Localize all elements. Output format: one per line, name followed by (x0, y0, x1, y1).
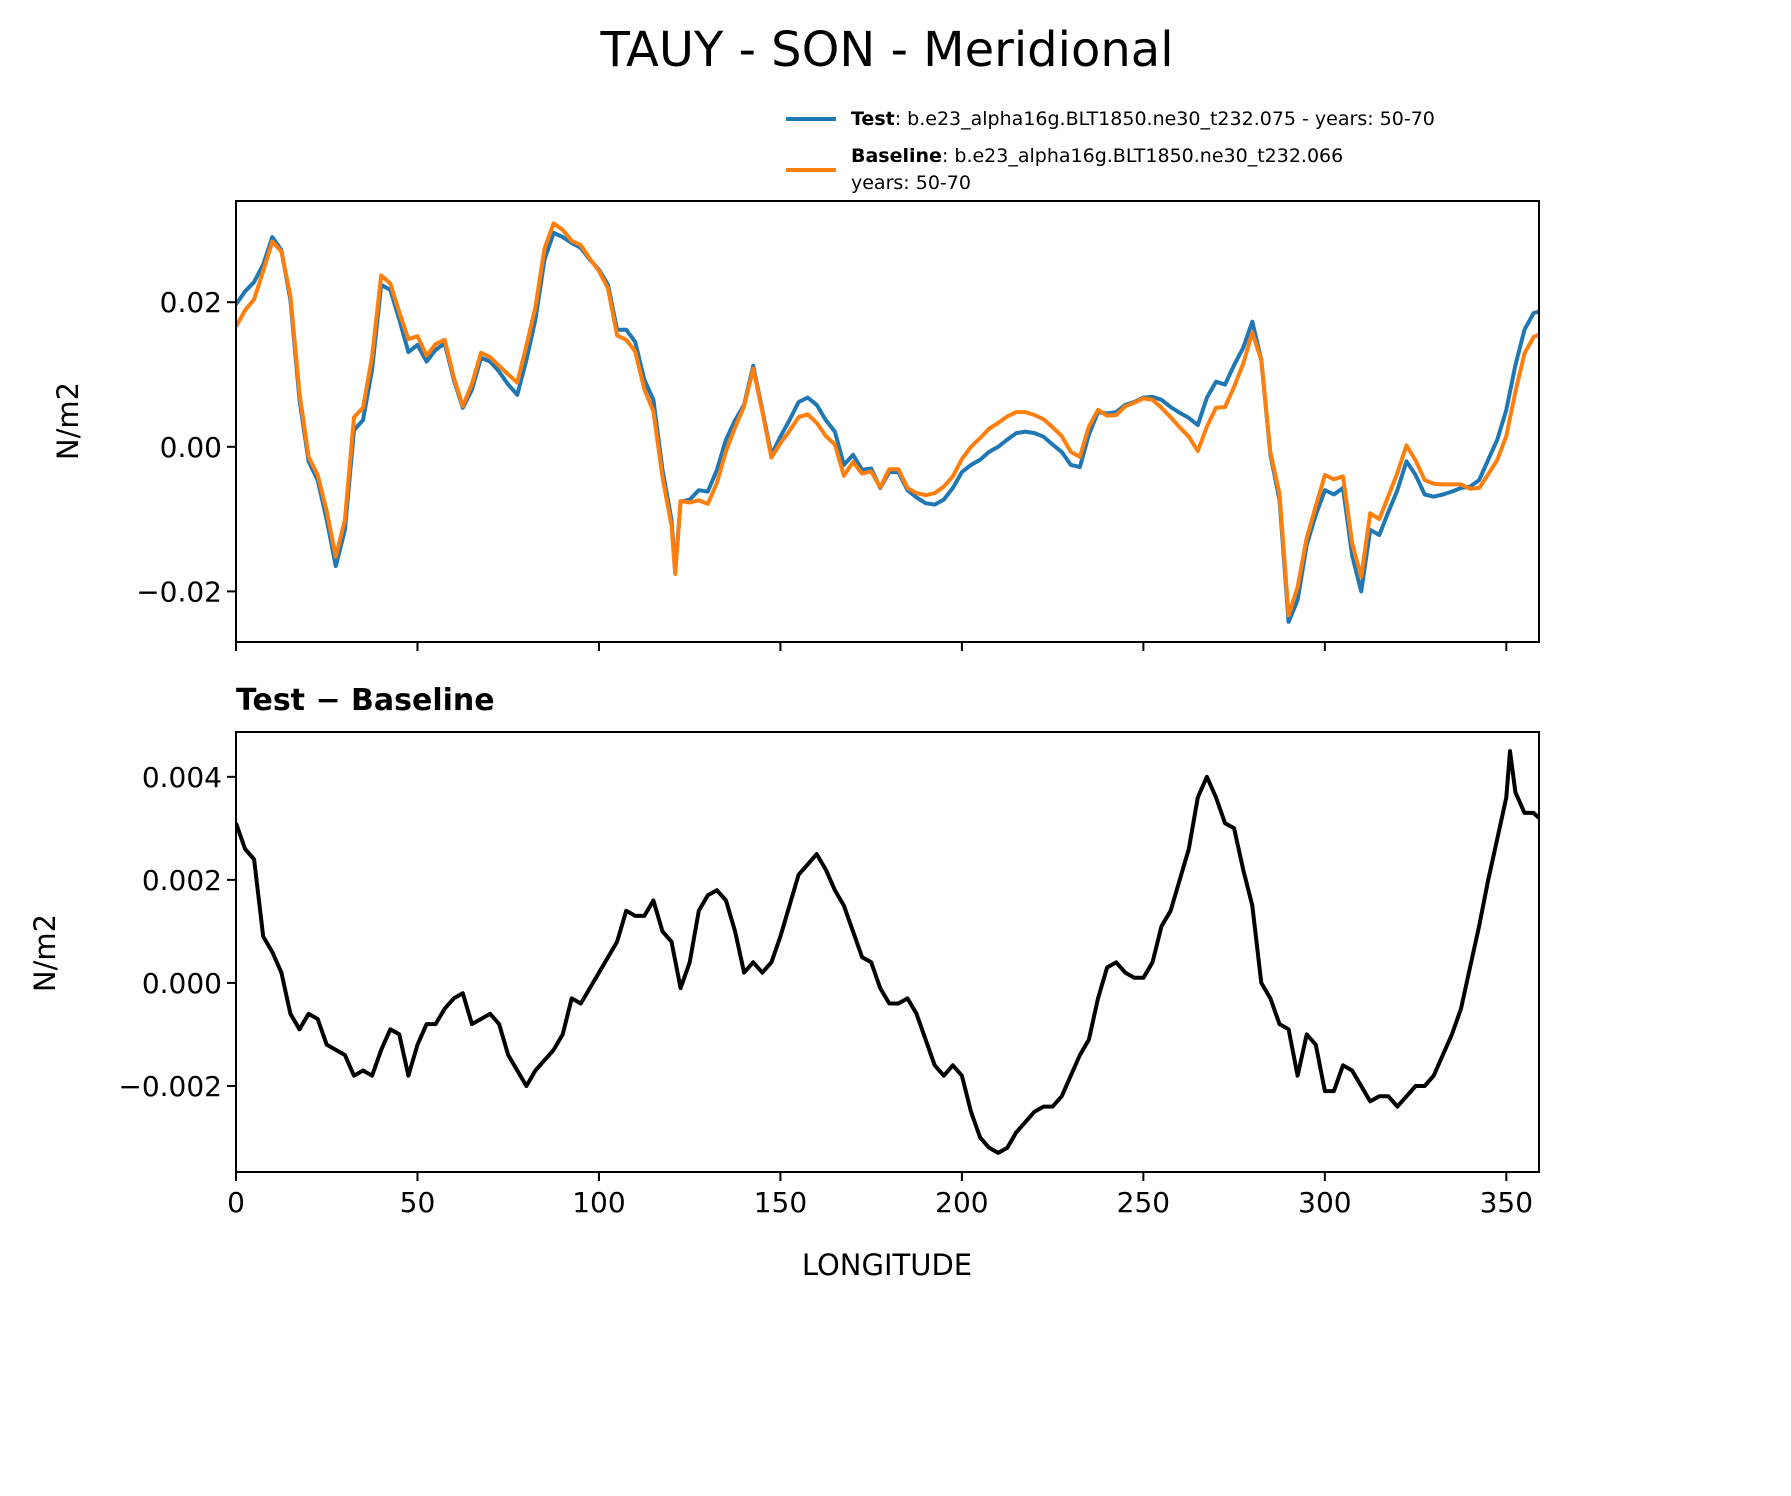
legend-test-label: Test (851, 108, 895, 130)
legend-baseline-label: Baseline (851, 145, 942, 167)
x-tick-label: 150 (754, 1186, 807, 1219)
x-tick-label: 0 (227, 1186, 245, 1219)
y-tick-label: −0.02 (136, 575, 222, 608)
x-tick-label: 50 (400, 1186, 436, 1219)
x-tick-label: 300 (1298, 1186, 1351, 1219)
x-tick-label: 200 (935, 1186, 988, 1219)
baseline-series-line (236, 221, 1539, 618)
legend-baseline-entry: Baseline: b.e23_alpha16g.BLT1850.ne30_t2… (851, 145, 1343, 167)
x-axis-label: LONGITUDE (802, 1248, 972, 1282)
difference-panel-title: Test − Baseline (236, 683, 495, 718)
difference-y-axis-label: N/m2 (28, 914, 62, 992)
difference-series-line (236, 749, 1539, 1155)
y-tick-label: 0.00 (160, 431, 222, 464)
legend-test-entry: Test: b.e23_alpha16g.BLT1850.ne30_t232.0… (851, 108, 1435, 130)
legend-test-text: : b.e23_alpha16g.BLT1850.ne30_t232.075 -… (895, 108, 1435, 130)
legend: Test: b.e23_alpha16g.BLT1850.ne30_t232.0… (786, 108, 1435, 194)
difference-panel: −0.002 0.000 0.002 0.004 0 50 100 150 200 250 300 3… (118, 731, 1540, 1219)
y-tick-label: 0.000 (142, 967, 222, 1000)
axes-frame (235, 200, 1540, 643)
top-y-axis-label: N/m2 (51, 382, 85, 460)
axes-frame (235, 731, 1540, 1173)
top-panel: −0.02 0.00 0.02 (136, 200, 1540, 651)
legend-baseline-text-line2: years: 50-70 (851, 172, 971, 194)
y-tick-label: 0.02 (160, 286, 222, 319)
legend-baseline-text: : b.e23_alpha16g.BLT1850.ne30_t232.066 (942, 145, 1343, 167)
y-tick-label: 0.002 (142, 864, 222, 897)
x-tick-label: 250 (1117, 1186, 1170, 1219)
test-series-line (236, 230, 1539, 624)
y-tick-label: −0.002 (118, 1070, 222, 1103)
y-tick-label: 0.004 (142, 761, 222, 794)
x-tick-label: 350 (1480, 1186, 1533, 1219)
chart-title: TAUY - SON - Meridional (599, 22, 1173, 78)
x-tick-label: 100 (572, 1186, 625, 1219)
